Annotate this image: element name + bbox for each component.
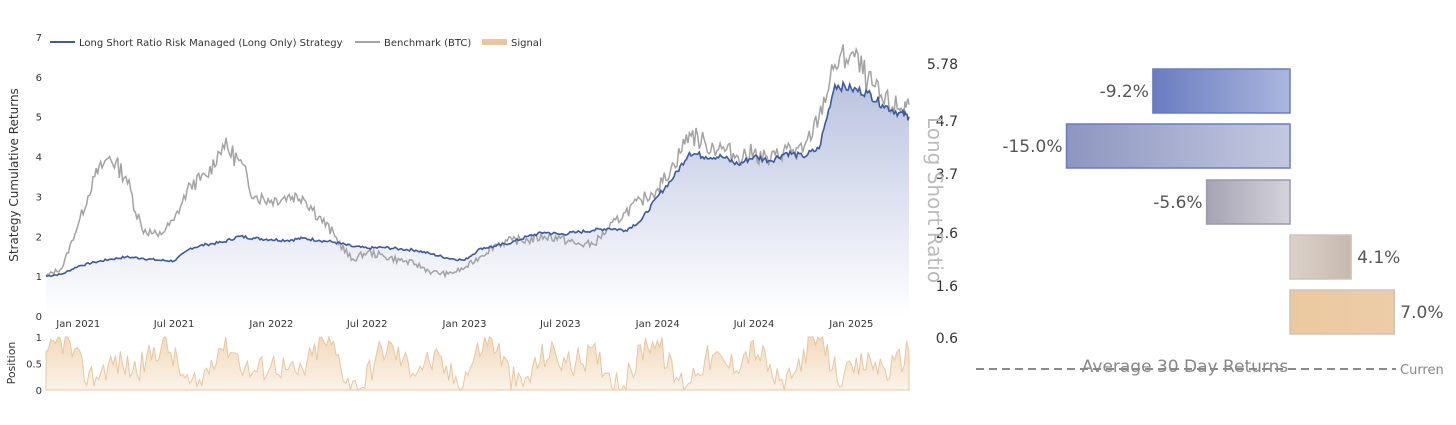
strategy-area-fill (46, 82, 909, 317)
x-tick-label: Jul 2022 (346, 319, 388, 330)
bars: -9.2% -15.0% -5.6% 4.1% 7.0% (1002, 68, 1444, 335)
y-tick-label: 3 (36, 192, 42, 203)
y-axis-ticks: 0 1 2 3 4 5 6 7 (36, 33, 42, 323)
x-tick-label: Jul 2024 (733, 319, 775, 330)
legend: Long Short Ratio Risk Managed (Long Only… (50, 38, 542, 49)
position-y-ticks: 00.51 (26, 333, 42, 397)
strategy-line (45, 79, 910, 278)
signal-path (45, 335, 910, 392)
average-returns-bar-chart: 5.78 4.7 3.7 2.6 1.6 0.6 Long Short Ratio -9.… (923, 57, 1444, 378)
legend-label-signal: Signal (511, 38, 542, 49)
bar (1205, 179, 1291, 225)
strategy-area (46, 82, 909, 317)
ratio-tick-label: 0.6 (936, 331, 958, 347)
bar-value-label: -5.6% (1153, 193, 1202, 213)
series-lines (45, 44, 910, 279)
y-tick-label: 0 (36, 312, 42, 323)
y-tick-label: 7 (36, 33, 42, 44)
bar-value-label: 4.1% (1357, 248, 1400, 268)
ratio-tick-label: 4.7 (936, 114, 958, 130)
bar (1065, 123, 1291, 169)
position-y-tick-label: 0 (36, 386, 42, 397)
long-short-ratio-ticks: 5.78 4.7 3.7 2.6 1.6 0.6 (927, 57, 958, 347)
x-tick-label: Jan 2023 (442, 319, 487, 330)
x-tick-label: Jan 2025 (828, 319, 873, 330)
position-y-tick-label: 1 (36, 333, 42, 344)
bar (1289, 234, 1352, 280)
x-tick-label: Jan 2024 (635, 319, 680, 330)
legend-label-strategy: Long Short Ratio Risk Managed (Long Only… (79, 38, 343, 49)
x-axis-ticks: Jan 2021 Jul 2021 Jan 2022 Jul 2022 Jan 2023… (55, 319, 873, 330)
bar (1289, 289, 1396, 335)
current-reference-label: Curren (1400, 363, 1444, 378)
bar-value-label: -15.0% (1002, 137, 1062, 157)
ratio-tick-label: 2.6 (936, 226, 958, 242)
x-tick-label: Jul 2023 (539, 319, 581, 330)
bar-value-label: -9.2% (1100, 82, 1149, 102)
ratio-tick-label: 1.6 (936, 279, 958, 295)
bar (1152, 68, 1291, 114)
y-tick-label: 1 (36, 272, 42, 283)
y-tick-label: 6 (36, 73, 42, 84)
y-tick-label: 5 (36, 113, 42, 124)
y-axis-label: Strategy Cumulative Returns (7, 88, 21, 262)
bar-x-axis-label: Average 30 Day Returns (1082, 357, 1289, 377)
position-y-axis-label: Position (5, 342, 18, 385)
x-tick-label: Jan 2022 (248, 319, 293, 330)
x-tick-label: Jul 2021 (153, 319, 195, 330)
legend-label-benchmark: Benchmark (BTC) (384, 38, 471, 49)
ratio-tick-label: 5.78 (927, 57, 958, 73)
bar-value-label: 7.0% (1400, 303, 1443, 323)
position-y-tick-label: 0.5 (26, 360, 42, 371)
ratio-tick-label: 3.7 (936, 167, 958, 183)
y-tick-label: 4 (36, 153, 42, 164)
y-tick-label: 2 (36, 232, 42, 243)
cumulative-returns-chart: 0 1 2 3 4 5 6 7 Jan 2021 Jul 2021 Jan 2022 Jul 202… (7, 33, 910, 330)
position-subplot: 00.51 Position (5, 333, 910, 397)
long-short-ratio-axis-label: Long Short Ratio (923, 117, 947, 283)
signal-area (45, 335, 910, 392)
x-tick-label: Jan 2021 (55, 319, 100, 330)
